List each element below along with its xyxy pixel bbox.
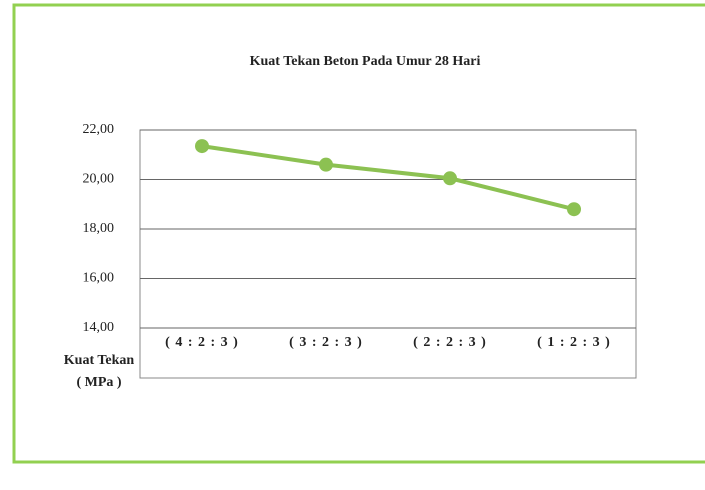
point <box>195 139 209 154</box>
x-tick-label: ( 1 : 2 : 3 ) <box>537 335 611 350</box>
chart-title: Kuat Tekan Beton Pada Umur 28 Hari <box>250 54 481 69</box>
point <box>319 157 333 172</box>
point <box>443 171 457 186</box>
x-tick-label: ( 3 : 2 : 3 ) <box>289 335 363 350</box>
y-tick-label: 14,00 <box>83 320 115 335</box>
line <box>201 144 575 212</box>
y-tick-label: 22,00 <box>83 122 115 137</box>
y-tick-label: 20,00 <box>83 172 115 187</box>
x-tick-label: ( 4 : 2 : 3 ) <box>165 335 239 350</box>
y-axis-label: Kuat Tekan ( MPa ) <box>63 353 135 390</box>
y-tick-label: 16,00 <box>83 271 115 286</box>
frame <box>12 3 705 464</box>
point <box>567 202 581 217</box>
x-tick-label: ( 2 : 2 : 3 ) <box>413 335 487 350</box>
y-tick-label: 18,00 <box>83 221 115 236</box>
